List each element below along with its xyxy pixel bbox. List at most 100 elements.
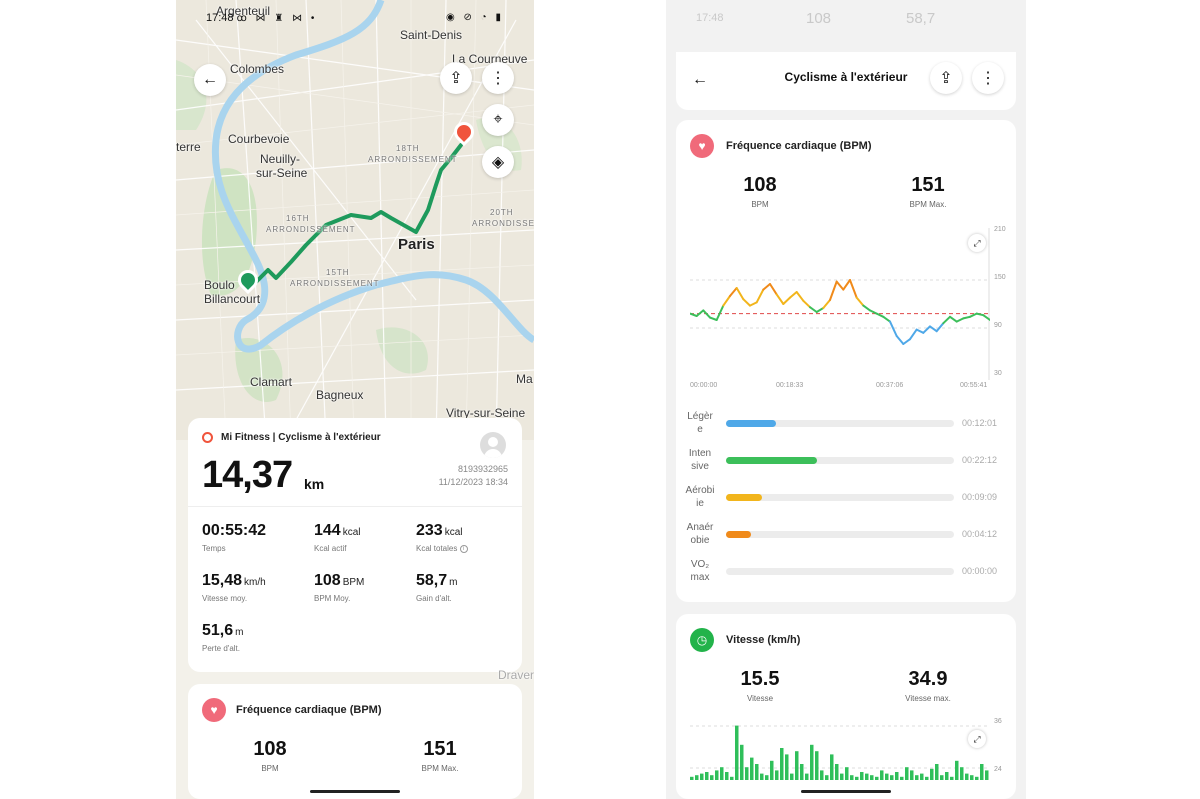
share-icon: ⇪ <box>449 70 463 87</box>
home-indicator[interactable] <box>310 790 400 793</box>
speed-bar <box>920 773 924 780</box>
stat-label: Temps <box>202 544 226 553</box>
map-place: Saint-Denis <box>400 28 463 42</box>
hr-line-segment <box>855 296 865 307</box>
zone-label-line: max <box>690 572 710 583</box>
map-city: Paris <box>398 236 435 253</box>
hr-line-segment <box>735 287 745 301</box>
stat-value: 15,48 <box>202 572 243 589</box>
hr-line-segment <box>695 309 705 317</box>
speed-chart[interactable] <box>690 720 990 780</box>
page-title: Cyclisme à l'extérieur <box>784 70 908 84</box>
speed-bar <box>700 773 704 780</box>
layers-button[interactable]: ◈ <box>482 146 514 178</box>
distance-unit: km <box>304 476 325 492</box>
map-place: Bagneux <box>316 388 364 402</box>
zone-time: 00:04:12 <box>962 529 998 539</box>
zone-label-line: Anaér <box>686 522 714 533</box>
stat-label: BPM Moy. <box>314 594 351 603</box>
share-button[interactable]: ⇪ <box>930 62 962 94</box>
speed-bar <box>800 764 804 780</box>
speed-bar <box>690 776 694 780</box>
ghost-value: 58,7 <box>906 10 936 27</box>
zone-row: Inten sive 00:22:12 <box>676 447 1016 477</box>
speed-bar <box>780 748 784 780</box>
max-speed-label: Vitesse max. <box>905 694 951 703</box>
hr-line-segment <box>702 309 711 319</box>
stat-label: Gain d'alt. <box>416 594 452 603</box>
max-bpm-label: BPM Max. <box>421 764 459 773</box>
zone-bar-fill <box>726 457 818 464</box>
zone-row: VO₂ max 00:00:00 <box>676 558 1016 588</box>
stat-unit: kcal <box>444 527 463 538</box>
status-time: 17:48 <box>206 12 234 24</box>
speed-bar <box>715 770 719 780</box>
zone-bar-track <box>726 457 954 464</box>
stat-value: 58,7 <box>416 572 448 589</box>
arrow-left-icon: ← <box>692 71 708 88</box>
map-district: 15TH <box>326 268 350 277</box>
heart-rate-chart[interactable] <box>690 228 990 380</box>
zone-time: 00:22:12 <box>962 455 998 465</box>
expand-chart-button[interactable]: ⤢ <box>968 730 986 748</box>
share-button[interactable]: ⇪ <box>440 62 472 94</box>
locate-button[interactable]: ⌖ <box>482 104 514 136</box>
hr-line-segment <box>955 317 965 323</box>
share-icon: ⇪ <box>939 70 953 87</box>
divider <box>188 506 522 507</box>
x-tick: 00:55:41 <box>960 382 988 389</box>
zone-row: Anaér obie 00:04:12 <box>676 521 1016 551</box>
speed-bar <box>945 772 949 780</box>
back-button[interactable]: ← <box>194 64 226 96</box>
y-tick: 24 <box>994 766 1002 773</box>
speed-bar <box>845 767 849 780</box>
heart-rate-card[interactable]: ♥ Fréquence cardiaque (BPM) 108 BPM 151 … <box>188 684 522 799</box>
speed-bar <box>755 764 759 780</box>
speed-bar <box>895 772 899 780</box>
speed-bar <box>865 773 869 780</box>
summary-header: Mi Fitness | Cyclisme à l'extérieur <box>202 432 381 443</box>
speed-bar <box>940 775 944 780</box>
hr-line-segment <box>949 315 958 323</box>
speed-bar <box>925 776 929 780</box>
hr-line-segment <box>975 312 985 317</box>
hr-line-segment <box>715 304 725 321</box>
more-button[interactable]: ⋮ <box>972 62 1004 94</box>
heart-rate-detail-card: ♥ Fréquence cardiaque (BPM) 108 BPM 151 … <box>676 120 1016 602</box>
zone-bar-fill <box>726 531 752 538</box>
map-place: Billancourt <box>204 292 261 306</box>
more-button[interactable]: ⋮ <box>482 62 514 94</box>
speed-bar <box>870 775 874 780</box>
speed-bar <box>765 775 769 780</box>
info-icon[interactable]: i <box>459 544 468 553</box>
zone-time: 00:09:09 <box>962 492 998 502</box>
avatar[interactable] <box>480 432 506 458</box>
speed-bar <box>965 773 969 780</box>
hr-line-segment <box>822 299 831 309</box>
home-indicator[interactable] <box>801 790 891 793</box>
back-button[interactable]: ← <box>684 64 716 96</box>
route-map[interactable]: Argenteuil Saint-Denis La Courneuve Colo… <box>176 0 534 440</box>
zone-label-line: Inten <box>688 448 712 459</box>
speed-card: ◷ Vitesse (km/h) 15.5 Vitesse 34.9 Vites… <box>676 614 1016 799</box>
speed-bar <box>710 775 714 780</box>
speed-bar <box>810 744 814 780</box>
stat-unit: m <box>449 577 458 588</box>
speed-bar <box>885 773 889 780</box>
account-id: 8193932965 <box>457 464 508 474</box>
hr-line-segment <box>862 304 871 312</box>
speed-bar <box>905 767 909 780</box>
map-district: ARRONDISSEMENT <box>472 219 534 228</box>
map-place: La Courneuve <box>452 52 528 66</box>
map-place: Vitry-sur-Seine <box>446 406 526 420</box>
speed-bar <box>875 776 879 780</box>
map-place: Neuilly- <box>260 152 301 166</box>
phone-left: Argenteuil Saint-Denis La Courneuve Colo… <box>176 0 534 799</box>
speed-bar <box>785 754 789 780</box>
expand-chart-button[interactable]: ⤢ <box>968 234 986 252</box>
speed-bar <box>985 770 989 780</box>
stat-label: Vitesse moy. <box>202 594 248 603</box>
hr-line-segment <box>789 291 798 299</box>
zone-label-line: sive <box>691 461 709 472</box>
map-canvas <box>176 0 534 440</box>
